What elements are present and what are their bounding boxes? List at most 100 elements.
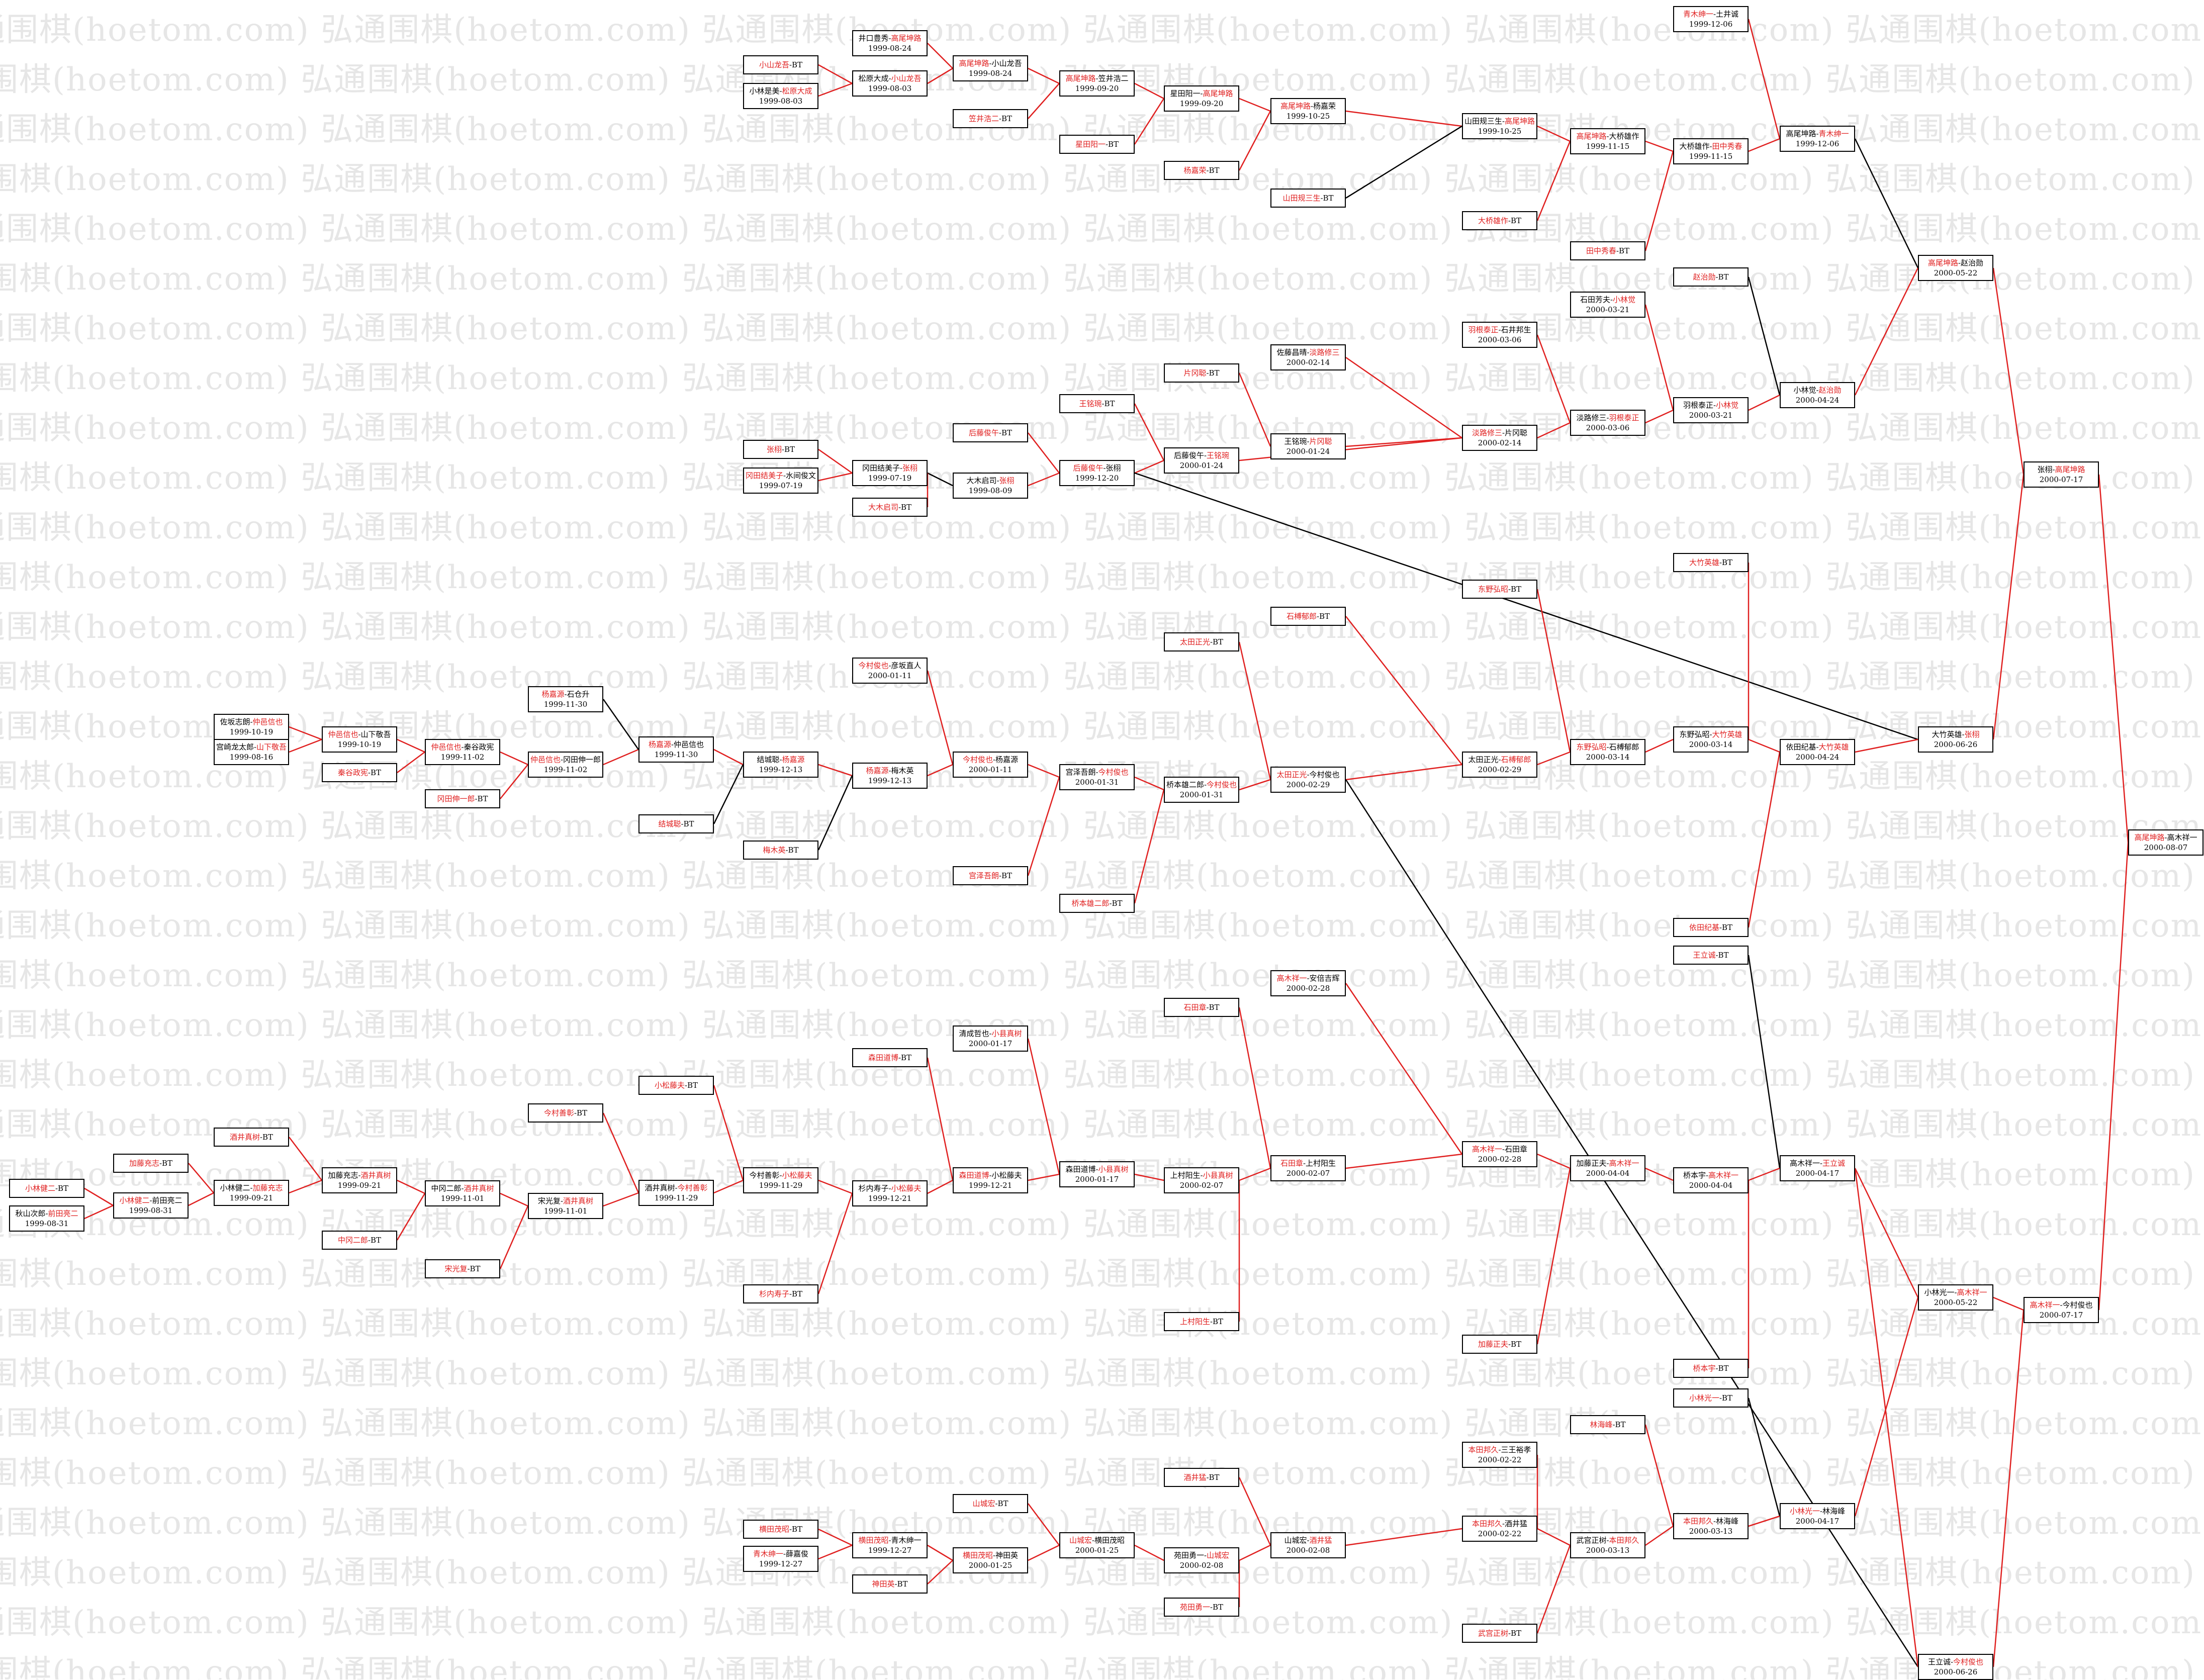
match-players: 东野弘昭-BT: [1478, 584, 1521, 594]
player-name: 田中秀春: [1586, 246, 1616, 255]
bracket-connector: [1537, 1153, 1571, 1169]
bye-node: 石田章-BT: [1164, 998, 1239, 1017]
bracket-connector: [289, 726, 322, 740]
match-date: 1999-11-30: [543, 700, 588, 709]
player-name: 前田亮二: [48, 1209, 78, 1218]
bracket-connector: [1854, 267, 1919, 396]
player-name: 横田茂昭: [858, 1536, 889, 1545]
bracket-connector: [927, 67, 953, 84]
player-name: 小县真树: [991, 1029, 1022, 1038]
match-node: 桥本宇-高木祥一 2000-04-04: [1673, 1167, 1749, 1193]
match-players: 小林健二-BT: [25, 1183, 68, 1193]
player-name: -青木绅一: [888, 1536, 922, 1545]
match-node: 大竹英雄-张栩 2000-06-26: [1918, 726, 1993, 753]
bracket-connector: [927, 764, 953, 777]
match-date: 1999-12-20: [1075, 474, 1119, 483]
player-name: 石榑郁郎: [1286, 612, 1317, 621]
match-players: 石榑郁郎-BT: [1287, 611, 1330, 621]
bracket-connector: [1345, 125, 1462, 199]
match-node: 高木祥一-安倍吉辉 2000-02-28: [1270, 970, 1346, 996]
player-name: 小县真树: [1098, 1165, 1129, 1174]
match-players: 大桥雄作-田中秀春: [1679, 141, 1742, 151]
bye-node: 石榑郁郎-BT: [1270, 607, 1346, 626]
player-name: 本田邦久: [1683, 1517, 1713, 1526]
match-node: 宋光复-酒井真树 1999-11-01: [528, 1193, 603, 1219]
match-players: 佐坂志朗-仲邑信也: [220, 717, 283, 727]
bracket-connector: [1748, 276, 1781, 396]
player-name: 加藤正夫-: [1576, 1159, 1609, 1168]
player-name: -BT: [1206, 1473, 1220, 1482]
bracket-connector: [1644, 1424, 1674, 1527]
match-node: 松原大成-小山龙吾 1999-08-03: [852, 70, 928, 97]
bracket-connector: [1345, 110, 1462, 127]
bracket-connector: [818, 448, 853, 474]
match-date: 1999-08-03: [868, 84, 912, 93]
match-node: 杉内寿子-小松藤夫 1999-12-21: [852, 1180, 928, 1206]
match-date: 1999-12-27: [868, 1546, 912, 1555]
match-players: 赵治勋-BT: [1693, 272, 1728, 282]
match-node: 后藤俊午-张栩 1999-12-20: [1059, 460, 1135, 486]
bracket-connector: [818, 82, 853, 97]
match-node: 桥本雄二郎-今村俊也 2000-01-31: [1164, 777, 1239, 803]
match-players: 东野弘昭-大竹英雄: [1679, 729, 1742, 739]
player-name: -安倍吉辉: [1307, 974, 1340, 983]
player-name: 高尾坤路: [891, 34, 922, 43]
player-name: 杨嘉源: [782, 755, 805, 764]
player-name: -酒井猛: [1502, 1519, 1528, 1528]
bye-node: 桥本雄二郎-BT: [1059, 894, 1135, 913]
player-name: 杉内寿子-: [858, 1184, 891, 1193]
bracket-connector: [1854, 1168, 1919, 1667]
bracket-connector: [1134, 1173, 1164, 1181]
bye-node: 笠井浩二-BT: [953, 109, 1028, 128]
match-players: 加藤正夫-BT: [1478, 1339, 1521, 1349]
match-date: 1999-12-06: [1689, 20, 1733, 29]
bracket-connector: [396, 1193, 426, 1241]
match-players: 山城宏-BT: [972, 1499, 1008, 1509]
bracket-connector: [818, 64, 853, 84]
match-players: 后藤俊午-王铭琬: [1174, 450, 1229, 460]
player-name: -秦谷政宪: [461, 742, 494, 752]
match-players: 高木祥一-安倍吉辉: [1276, 973, 1339, 983]
player-name: -小山龙吾: [989, 59, 1022, 68]
match-players: 今村善彰-小松藤夫: [749, 1170, 812, 1180]
match-date: 2000-04-04: [1586, 1169, 1630, 1178]
player-name: 高木祥一-: [1789, 1159, 1823, 1168]
player-name: -林海峰: [1819, 1507, 1846, 1516]
player-name: 宫泽吾朗-: [1065, 768, 1098, 777]
match-date: 1999-08-31: [129, 1206, 173, 1215]
match-players: 梅木英-BT: [763, 845, 798, 855]
player-name: 东野弘昭: [1576, 742, 1607, 752]
match-players: 星田阳一-BT: [1075, 139, 1119, 149]
match-players: 宫泽吾朗-今村俊也: [1065, 767, 1128, 777]
player-name: 今村俊也: [1953, 1657, 1984, 1666]
match-date: 1999-10-19: [229, 727, 273, 736]
match-players: 淡路修三-羽根泰正: [1576, 413, 1639, 423]
bye-node: 山城宏-BT: [953, 1494, 1028, 1513]
match-node: 佐藤昌晴-淡路修三 2000-02-14: [1270, 344, 1346, 370]
match-players: 后藤俊午-BT: [969, 428, 1012, 438]
match-node: 东野弘昭-石榑郁郎 2000-03-14: [1570, 739, 1645, 765]
match-date: 2000-02-08: [1179, 1561, 1224, 1570]
match-players: 横田茂昭-青木绅一: [858, 1535, 921, 1545]
player-name: 加藤充志: [252, 1183, 283, 1192]
match-players: 王立诚-BT: [1693, 950, 1728, 960]
match-node: 冈田结美子-张栩 1999-07-19: [852, 460, 928, 486]
player-name: 酒井真树: [229, 1133, 260, 1142]
player-name: 高尾坤路: [1280, 102, 1311, 111]
player-name: 加藤充志-: [328, 1171, 361, 1180]
match-date: 1999-10-25: [1286, 112, 1330, 121]
match-node: 羽根泰正-小林觉 2000-03-21: [1673, 397, 1749, 423]
bracket-connector: [1748, 955, 1781, 1169]
match-players: 太田正光-石榑郁郎: [1468, 755, 1531, 765]
match-node: 仲邑信也-山下敬吾 1999-10-19: [322, 726, 397, 753]
player-name: -杨嘉荣: [1310, 102, 1336, 111]
bracket-connector: [1028, 432, 1060, 474]
match-node: 羽根泰正-石井邦生 2000-03-06: [1462, 322, 1537, 348]
player-name: -三王裕孝: [1498, 1445, 1531, 1454]
bracket-connector: [713, 1179, 744, 1194]
bracket-connector: [1345, 616, 1462, 765]
bracket-connector: [1238, 641, 1271, 780]
player-name: -BT: [1616, 246, 1630, 255]
match-node: 大木启司-张栩 1999-08-09: [953, 473, 1028, 499]
player-name: 羽根泰正: [1609, 413, 1639, 422]
